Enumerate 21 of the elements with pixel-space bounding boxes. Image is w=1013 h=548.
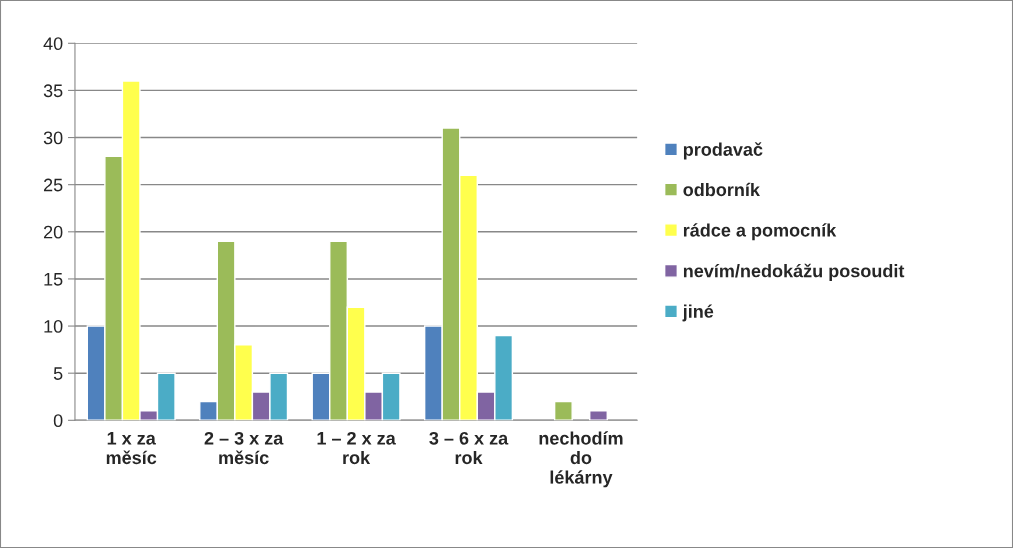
y-tick-label: 25 [43,178,63,192]
y-tick-label: 15 [44,273,63,286]
x-tick-label: 1 – 2 x za rok [317,431,396,465]
x-tick-label: 2 – 3 x za měsíc [204,431,284,465]
y-tick-label: 0 [53,414,63,428]
legend-label: nevím/nedokážu posoudit [683,263,905,281]
legend-label: odborník [683,182,760,197]
y-tick-label: 10 [44,319,63,333]
bar [589,410,608,421]
y-tick-label: 35 [43,84,63,98]
legend-label: jiné [682,304,714,322]
y-tick-label: 40 [43,37,63,51]
x-tick-label: 3 – 6 x za rok [429,431,509,465]
y-tick-label: 30 [43,131,63,145]
legend-label: rádce a pomocník [683,223,837,241]
y-tick-label: 20 [43,225,63,239]
x-tick-label: nechodím do lékárny [539,431,623,488]
y-tick-label: 5 [53,367,63,380]
bar [553,400,573,421]
legend-label: prodavač [683,142,763,160]
x-tick-label: 1 x za měsíc [106,432,157,465]
